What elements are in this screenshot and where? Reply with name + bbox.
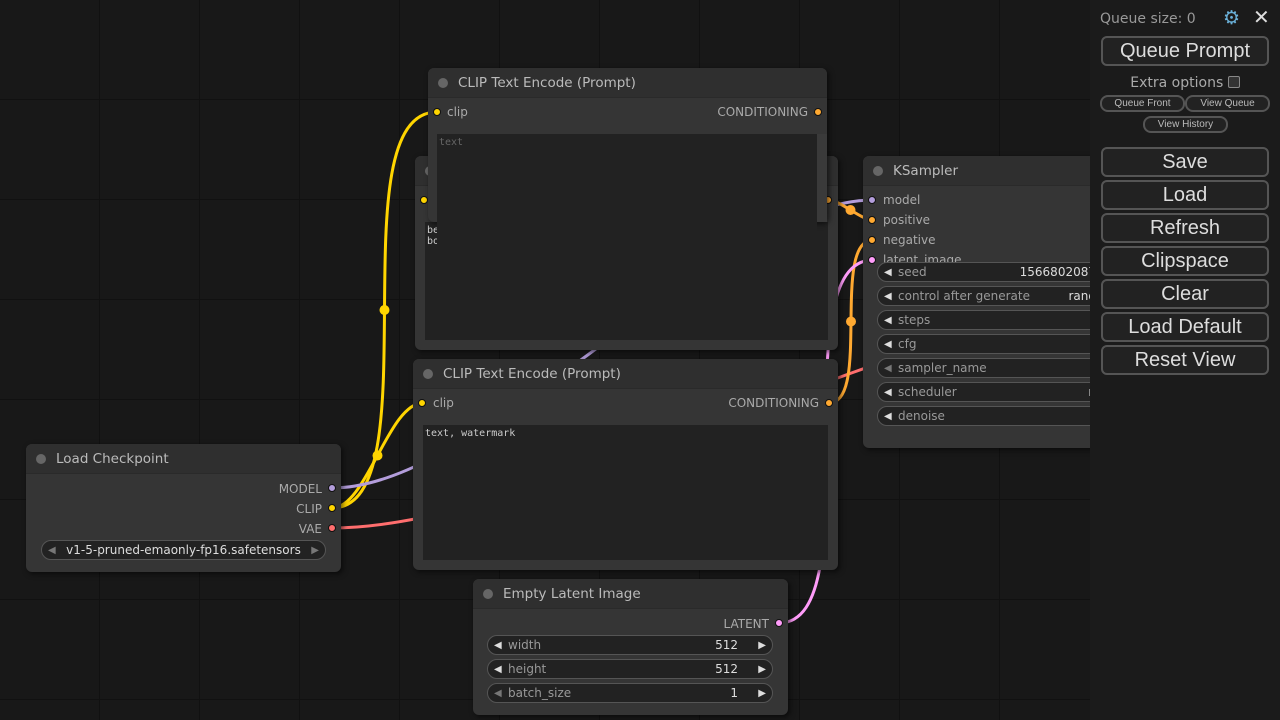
settings-gear-icon[interactable]: ⚙ [1223,7,1241,29]
clear-button[interactable]: Clear [1101,279,1269,309]
extra-options-checkbox[interactable] [1227,76,1240,88]
sampler-name-widget[interactable]: ◀ sampler_name [877,358,1137,378]
control-after-generate-widget[interactable]: ◀ control after generate rand [877,286,1137,306]
link-center-handle[interactable] [846,316,856,327]
decrement-arrow-icon[interactable]: ◀ [494,663,502,675]
link-center-handle[interactable] [372,450,383,461]
clip-input-slot[interactable] [433,108,441,116]
textarea-scrollbar[interactable] [817,134,827,222]
increment-arrow-icon[interactable]: ▶ [758,663,766,675]
ckpt-name-combo[interactable]: ◀ v1-5-pruned-emaonly-fp16.safetensors ▶ [41,540,326,560]
refresh-button[interactable]: Refresh [1101,213,1269,243]
vae-output-label: VAE [298,522,322,536]
decrement-arrow-icon[interactable]: ◀ [884,386,892,398]
increment-arrow-icon[interactable]: ▶ [758,639,766,651]
denoise-widget[interactable]: ◀ denoise [877,406,1137,426]
latent-output-label: LATENT [723,617,769,631]
vae-output-slot[interactable] [328,524,336,532]
node-title[interactable]: Load Checkpoint [26,444,341,474]
prompt-textarea[interactable]: text [437,134,817,340]
clip-output-label: CLIP [296,502,322,516]
save-button[interactable]: Save [1101,147,1269,177]
model-input-label: model [883,193,921,207]
conditioning-output-slot[interactable] [814,108,822,116]
clip-input-slot[interactable] [418,399,426,407]
empty-latent-image-node[interactable]: Empty Latent Image LATENT ◀ width 512 ▶ ◀ hei… [473,579,788,715]
positive-input-label: positive [883,213,931,227]
view-queue-button[interactable]: View Queue [1185,95,1270,112]
steps-widget[interactable]: ◀ steps [877,310,1137,330]
menu-panel: Queue size: 0 ⚙ ✕ Queue Prompt Extra opt… [1090,0,1280,720]
clip-output-slot[interactable] [328,504,336,512]
negative-input-label: negative [883,233,936,247]
decrement-arrow-icon[interactable]: ◀ [884,338,892,350]
queue-prompt-button[interactable]: Queue Prompt [1101,36,1269,66]
batch-size-widget[interactable]: ◀ batch_size 1 ▶ [487,683,773,703]
scheduler-widget[interactable]: ◀schedulern [877,382,1137,402]
decrement-arrow-icon[interactable]: ◀ [494,687,502,699]
queue-size: Queue size: 0 [1100,11,1196,27]
model-output-slot[interactable] [328,484,336,492]
extra-options-row: Extra options [1090,75,1280,91]
node-title[interactable]: CLIP Text Encode (Prompt) [413,359,838,389]
link-center-handle[interactable] [845,205,856,215]
latent-image-input-slot[interactable] [868,256,876,264]
load-button[interactable]: Load [1101,180,1269,210]
increment-arrow-icon[interactable]: ▶ [758,687,766,699]
latent-output-slot[interactable] [775,619,783,627]
model-output-label: MODEL [278,482,322,496]
width-widget[interactable]: ◀ width 512 ▶ [487,635,773,655]
prompt-textarea[interactable]: text, watermark [423,425,828,560]
view-history-button[interactable]: View History [1143,116,1228,133]
decrement-arrow-icon[interactable]: ◀ [884,410,892,422]
decrement-arrow-icon[interactable]: ◀ [884,362,892,374]
link-center-handle[interactable] [379,305,390,316]
decrement-arrow-icon[interactable]: ◀ [884,266,892,278]
clip-input-label: clip [433,396,454,410]
close-icon[interactable]: ✕ [1253,5,1270,29]
negative-input-slot[interactable] [868,236,876,244]
seed-widget[interactable]: ◀ seed 1566802087 [877,262,1137,282]
extra-options-label: Extra options [1130,75,1224,91]
load-default-button[interactable]: Load Default [1101,312,1269,342]
decrement-arrow-icon[interactable]: ◀ [884,314,892,326]
reset-view-button[interactable]: Reset View [1101,345,1269,375]
conditioning-output-label: CONDITIONING [728,396,819,410]
node-title[interactable]: Empty Latent Image [473,579,788,609]
ksampler-node[interactable]: KSampler model positive negative latent_ima… [863,156,1137,448]
clip-input-slot[interactable] [420,196,428,204]
node-title[interactable]: KSampler [863,156,1123,186]
positive-input-slot[interactable] [868,216,876,224]
conditioning-output-label: CONDITIONING [717,105,808,119]
clip-text-encode-node-negative[interactable]: CLIP Text Encode (Prompt) clip CONDITION… [413,359,838,570]
next-arrow-icon[interactable]: ▶ [311,544,319,556]
decrement-arrow-icon[interactable]: ◀ [494,639,502,651]
node-title[interactable]: CLIP Text Encode (Prompt) [428,68,827,98]
load-checkpoint-node[interactable]: Load Checkpoint MODEL CLIP VAE ◀ v1-5-pr… [26,444,341,572]
cfg-widget[interactable]: ◀ cfg [877,334,1137,354]
height-widget[interactable]: ◀ height 512 ▶ [487,659,773,679]
clipspace-button[interactable]: Clipspace [1101,246,1269,276]
decrement-arrow-icon[interactable]: ◀ [884,290,892,302]
textarea-placeholder: text [439,137,464,148]
queue-front-button[interactable]: Queue Front [1100,95,1185,112]
prev-arrow-icon[interactable]: ◀ [48,544,56,556]
clip-input-label: clip [447,105,468,119]
conditioning-output-slot[interactable] [825,399,833,407]
model-input-slot[interactable] [868,196,876,204]
